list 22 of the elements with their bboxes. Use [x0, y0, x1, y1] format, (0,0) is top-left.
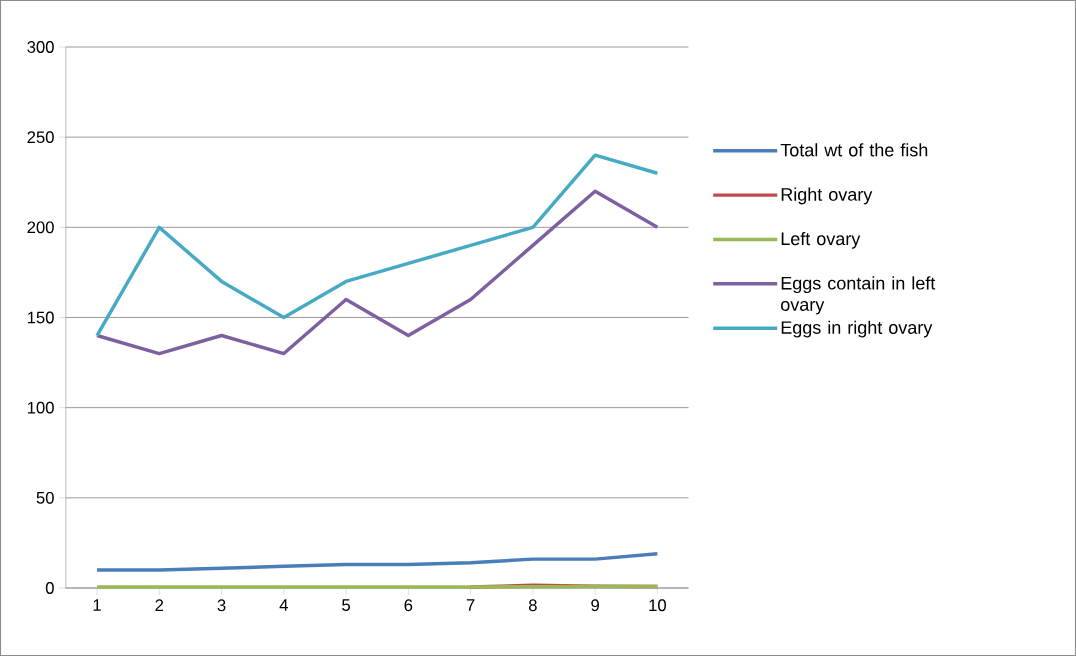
y-tick-label: 300 — [27, 41, 54, 53]
x-tick-label: 8 — [528, 599, 537, 612]
y-tick-label: 150 — [27, 311, 54, 324]
y-tick-label: 100 — [27, 401, 54, 414]
x-tick-label: 6 — [404, 599, 413, 612]
legend-label: Eggs in right ovary — [781, 320, 933, 338]
x-tick-label: 4 — [279, 599, 288, 611]
legend-label: Total wt of the fish — [780, 143, 928, 157]
x-tick-label: 9 — [591, 599, 599, 612]
y-tick-label: 50 — [36, 491, 54, 504]
legend-label: Eggs contain in left ovary — [781, 276, 936, 315]
legend-label: Left ovary — [781, 231, 861, 249]
y-tick-label: 250 — [27, 131, 54, 144]
x-tick-label: 10 — [649, 599, 667, 612]
legend-label: Right ovary — [781, 187, 873, 205]
x-tick-label: 5 — [342, 599, 351, 611]
y-tick-label: 200 — [27, 221, 54, 234]
x-tick-label: 3 — [217, 599, 226, 612]
x-tick-label: 7 — [466, 599, 475, 611]
y-tick-label: 0 — [45, 582, 54, 594]
x-tick-label: 2 — [155, 599, 164, 611]
x-tick-label: 1 — [93, 599, 101, 611]
